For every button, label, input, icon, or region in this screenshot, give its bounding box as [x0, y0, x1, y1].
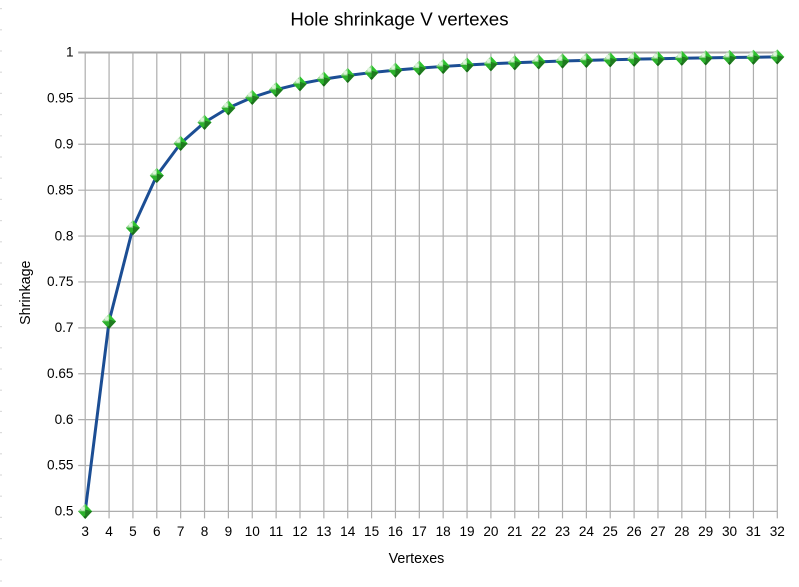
svg-text:17: 17 — [412, 524, 427, 539]
svg-text:0.6: 0.6 — [55, 412, 74, 427]
svg-text:30: 30 — [722, 524, 738, 539]
svg-text:32: 32 — [770, 524, 785, 539]
svg-text:0.55: 0.55 — [47, 458, 73, 473]
svg-text:0.9: 0.9 — [55, 136, 74, 151]
svg-text:27: 27 — [650, 524, 665, 539]
svg-text:Hole shrinkage V vertexes: Hole shrinkage V vertexes — [290, 9, 508, 30]
svg-text:11: 11 — [269, 524, 283, 539]
svg-text:0.65: 0.65 — [47, 366, 73, 381]
svg-text:10: 10 — [245, 524, 261, 539]
svg-text:Vertexes: Vertexes — [389, 551, 445, 567]
svg-text:0.95: 0.95 — [47, 91, 73, 106]
svg-text:1: 1 — [66, 45, 74, 60]
svg-text:3: 3 — [81, 524, 89, 539]
svg-text:8: 8 — [201, 524, 209, 539]
svg-text:Shrinkage: Shrinkage — [18, 260, 34, 324]
svg-text:20: 20 — [483, 524, 499, 539]
svg-text:25: 25 — [603, 524, 618, 539]
svg-text:13: 13 — [316, 524, 331, 539]
svg-text:0.85: 0.85 — [47, 182, 73, 197]
svg-text:22: 22 — [531, 524, 546, 539]
svg-text:19: 19 — [459, 524, 474, 539]
svg-text:28: 28 — [674, 524, 689, 539]
svg-text:26: 26 — [627, 524, 642, 539]
svg-text:14: 14 — [340, 524, 356, 539]
svg-text:9: 9 — [225, 524, 233, 539]
svg-text:12: 12 — [292, 524, 307, 539]
svg-text:0.7: 0.7 — [55, 320, 74, 335]
svg-text:16: 16 — [388, 524, 403, 539]
svg-text:4: 4 — [105, 524, 113, 539]
svg-text:23: 23 — [555, 524, 570, 539]
svg-text:21: 21 — [507, 524, 522, 539]
svg-text:24: 24 — [579, 524, 595, 539]
svg-text:0.75: 0.75 — [47, 274, 73, 289]
svg-text:6: 6 — [153, 524, 161, 539]
svg-text:7: 7 — [177, 524, 185, 539]
svg-text:18: 18 — [436, 524, 451, 539]
svg-text:29: 29 — [698, 524, 713, 539]
svg-text:15: 15 — [364, 524, 379, 539]
svg-text:0.5: 0.5 — [55, 504, 74, 519]
svg-text:31: 31 — [746, 524, 761, 539]
svg-text:0.8: 0.8 — [55, 228, 74, 243]
svg-text:5: 5 — [129, 524, 137, 539]
